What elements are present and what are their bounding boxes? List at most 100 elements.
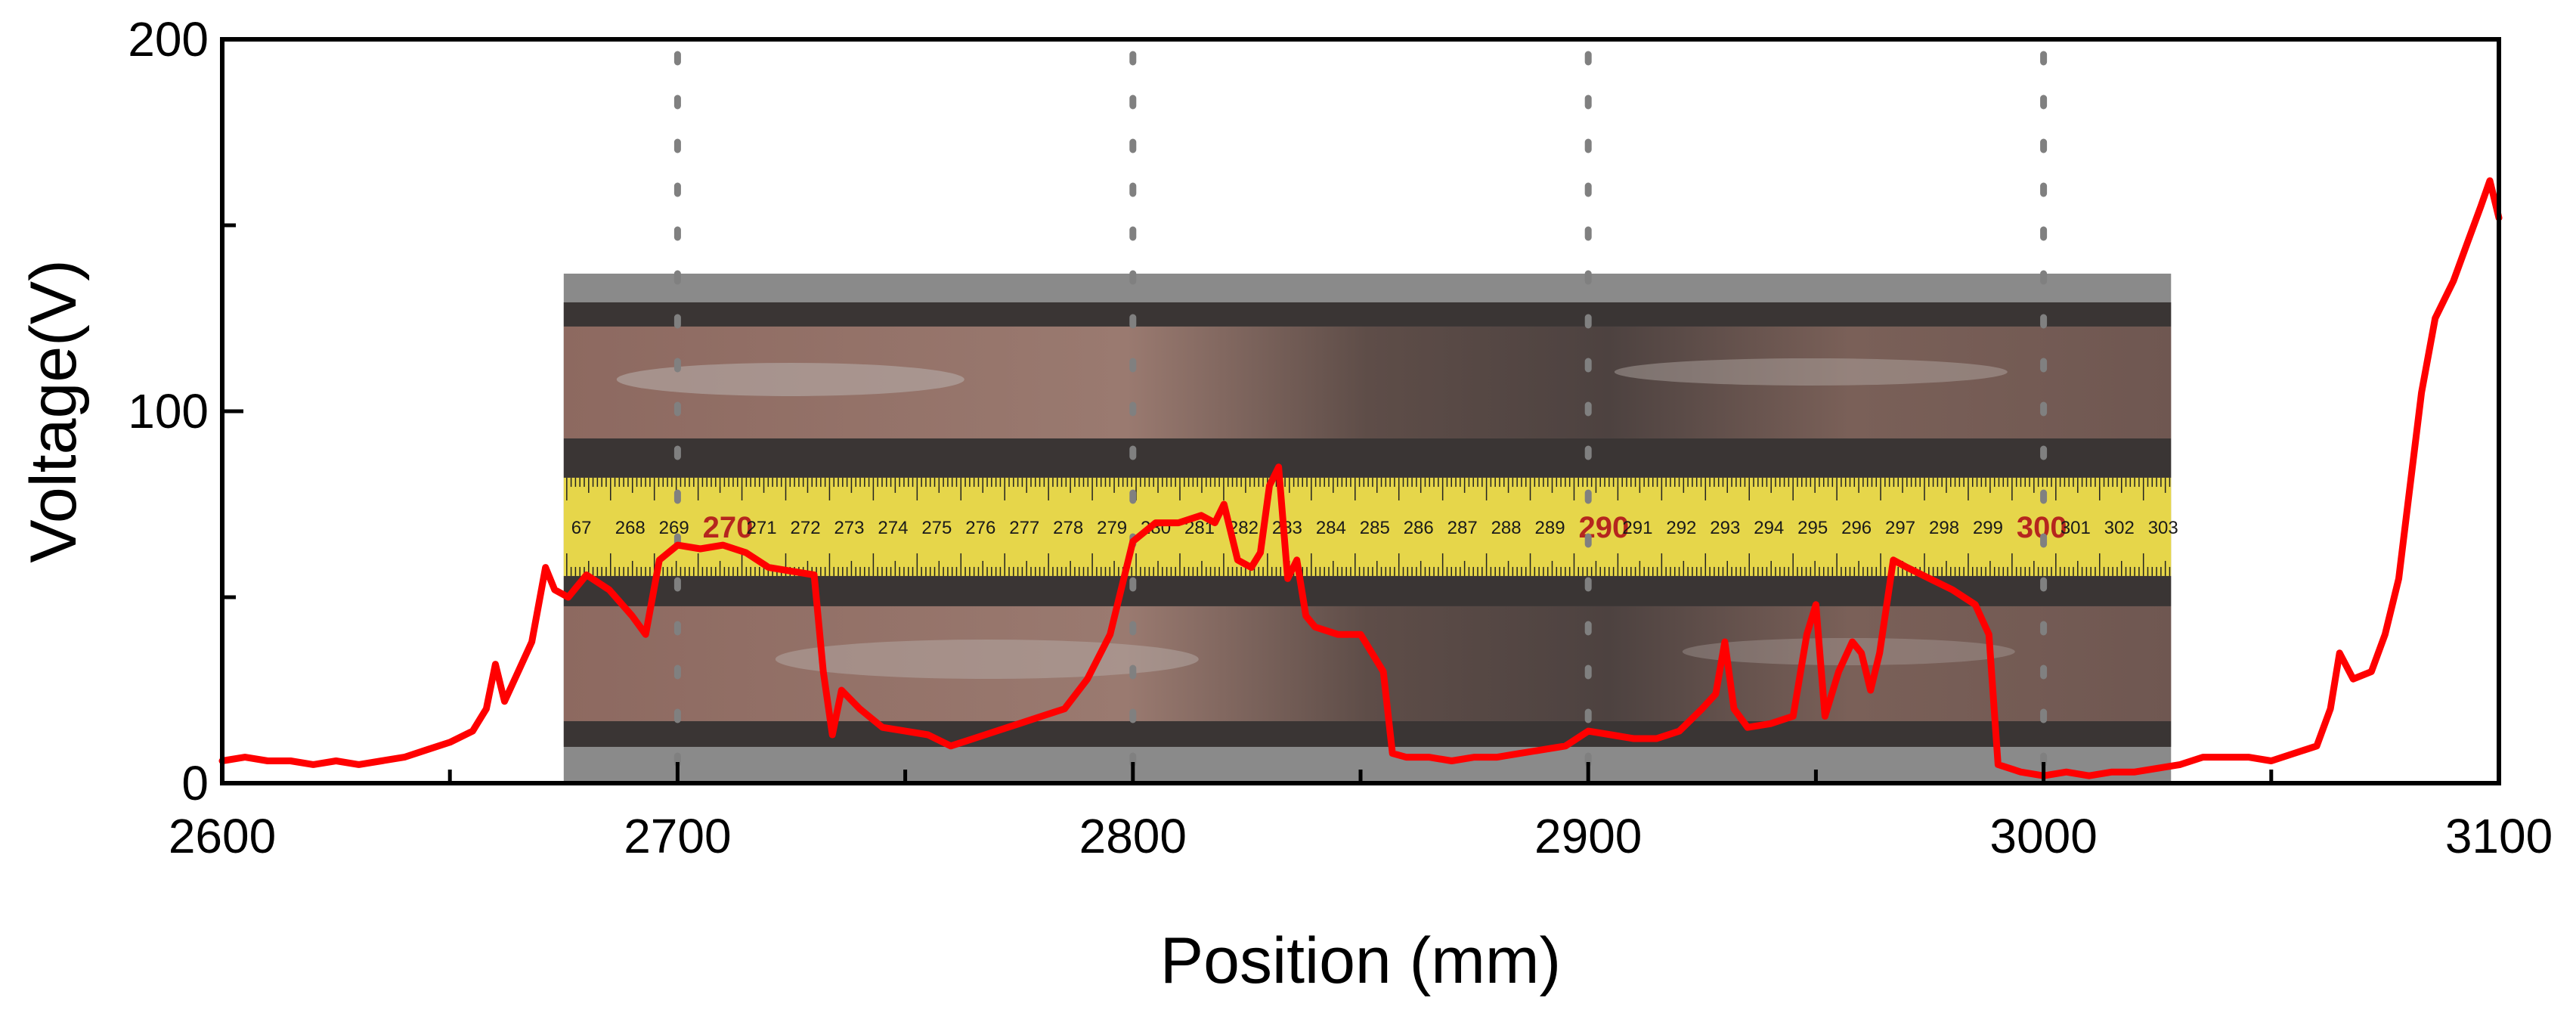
data-point xyxy=(2395,575,2402,582)
data-point xyxy=(2177,761,2184,768)
series-layer xyxy=(218,177,2503,779)
data-point xyxy=(1275,463,1282,470)
data-point xyxy=(2432,315,2438,321)
data-point xyxy=(1630,735,1637,742)
data-point xyxy=(720,542,726,549)
data-point xyxy=(528,639,535,646)
data-point xyxy=(1876,649,1883,656)
data-point xyxy=(1084,676,1091,683)
data-point xyxy=(811,572,818,578)
data-point xyxy=(1767,720,1774,727)
data-point xyxy=(2350,676,2357,683)
tape-label: 269 xyxy=(659,518,689,538)
data-point xyxy=(1903,564,1910,571)
data-point xyxy=(401,754,407,761)
data-point xyxy=(742,549,749,556)
tape-label: 302 xyxy=(2104,518,2135,538)
data-point xyxy=(1284,575,1291,582)
data-point xyxy=(1471,754,1478,761)
data-point xyxy=(2336,649,2343,656)
data-point xyxy=(2268,757,2274,764)
data-point xyxy=(1257,549,1264,556)
data-point xyxy=(1745,724,1751,731)
data-point xyxy=(1107,631,1113,638)
data-point xyxy=(2477,203,2484,210)
data-point xyxy=(656,556,663,563)
y-tick-label: 200 xyxy=(128,12,209,67)
tape-label: 292 xyxy=(1666,518,1696,538)
tape-label: 271 xyxy=(747,518,777,538)
tape-label: 277 xyxy=(1009,518,1039,538)
data-point xyxy=(1721,639,1728,646)
data-point xyxy=(2382,631,2389,638)
data-point xyxy=(856,705,863,712)
data-point xyxy=(1562,742,1569,749)
data-point xyxy=(1234,556,1241,563)
rail-bottom-edge xyxy=(563,720,2172,747)
data-point xyxy=(1835,668,1842,675)
data-point xyxy=(542,564,549,571)
data-point xyxy=(1311,624,1318,630)
x-tick-label: 2600 xyxy=(169,809,276,863)
tape-label: 299 xyxy=(1973,518,2003,538)
tape-label: 274 xyxy=(878,518,908,538)
data-point xyxy=(924,732,931,739)
data-point xyxy=(2486,177,2493,184)
data-point xyxy=(287,757,294,764)
data-point xyxy=(1653,735,1660,742)
data-point xyxy=(1927,575,1933,582)
data-point xyxy=(1380,668,1387,675)
tape-label: 284 xyxy=(1316,518,1346,538)
data-point xyxy=(970,735,977,742)
tape-label: 279 xyxy=(1097,518,1127,538)
measuring-tape xyxy=(563,477,2172,576)
rail-top-edge xyxy=(563,302,2172,327)
data-point xyxy=(424,746,431,753)
data-point xyxy=(1016,720,1023,727)
data-point xyxy=(2063,769,2070,776)
data-point xyxy=(1212,519,1218,526)
tape-label: 287 xyxy=(1447,518,1478,538)
data-point xyxy=(1426,754,1432,761)
data-point xyxy=(483,705,490,712)
y-axis-title: Voltage(V) xyxy=(17,259,90,563)
data-point xyxy=(355,761,362,768)
tape-label: 303 xyxy=(2148,518,2178,538)
data-point xyxy=(902,728,909,735)
data-point xyxy=(697,546,704,553)
data-point xyxy=(583,572,590,578)
data-point xyxy=(1995,761,2002,768)
data-point xyxy=(629,612,636,619)
data-point xyxy=(1849,639,1856,646)
tape-label: 272 xyxy=(791,518,821,538)
tape-label: 285 xyxy=(1360,518,1390,538)
data-point xyxy=(515,668,522,675)
data-point xyxy=(2463,240,2470,247)
data-point xyxy=(469,728,476,735)
data-point xyxy=(1539,746,1546,753)
data-point xyxy=(1389,750,1396,757)
tape-label: 268 xyxy=(615,518,646,538)
data-point xyxy=(1403,754,1410,761)
data-point xyxy=(1676,728,1683,735)
data-point xyxy=(1061,705,1068,712)
tape-label: 293 xyxy=(1710,518,1740,538)
data-point xyxy=(1334,631,1341,638)
y-tick-label: 100 xyxy=(128,384,209,438)
data-point xyxy=(492,661,499,668)
tape-label: 295 xyxy=(1797,518,1828,538)
data-point xyxy=(1221,501,1228,507)
data-point xyxy=(1358,631,1364,638)
data-point xyxy=(1448,757,1455,764)
data-point xyxy=(1198,512,1205,519)
data-point xyxy=(1858,649,1865,656)
data-point xyxy=(1890,556,1896,563)
data-point xyxy=(1152,519,1159,526)
data-point xyxy=(2404,501,2411,507)
data-point xyxy=(1248,564,1255,571)
data-point xyxy=(265,757,271,764)
data-point xyxy=(2450,277,2457,284)
data-point xyxy=(1608,732,1615,739)
data-point xyxy=(1129,538,1136,545)
